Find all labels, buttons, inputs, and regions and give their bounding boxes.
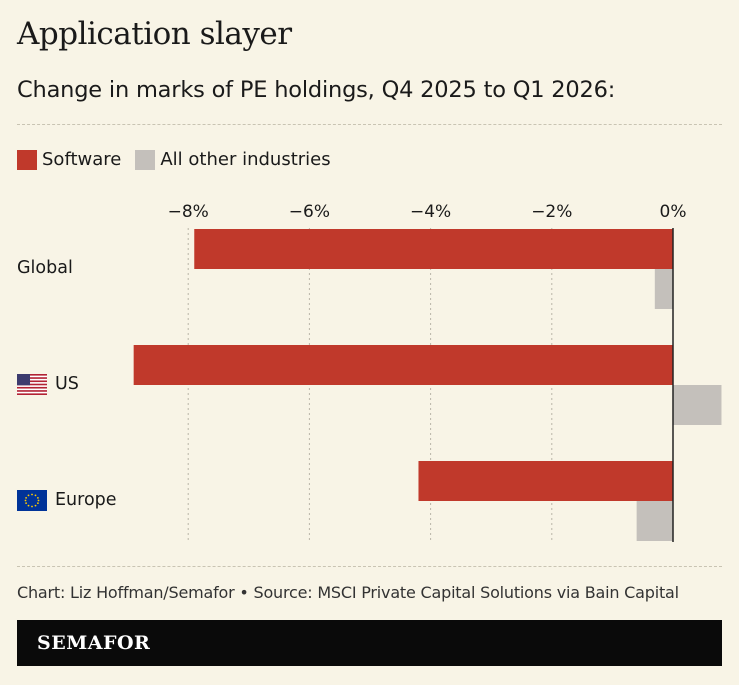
bar-software-europe: [418, 461, 673, 501]
eu-flag-icon: [17, 489, 47, 511]
category-label-us: US: [55, 374, 79, 394]
bar-chart: −8% −6% −4% −2% 0%: [133, 202, 722, 542]
brand-logo: SEMAFOR: [37, 632, 151, 654]
bar-other-us: [673, 385, 722, 425]
category-label-europe: Europe: [55, 490, 117, 510]
row-label-global: Global: [17, 256, 73, 280]
legend-item-software: Software: [17, 147, 121, 173]
legend: Software All other industries: [17, 147, 345, 173]
bar-other-europe: [636, 501, 673, 541]
x-tick-label: −2%: [531, 202, 572, 222]
legend-swatch-software: [17, 150, 37, 170]
x-tick-label: −6%: [289, 202, 330, 222]
bar-software-us: [133, 345, 673, 385]
category-label-global: Global: [17, 258, 73, 278]
us-flag-icon: [17, 373, 47, 395]
top-divider: [17, 124, 722, 125]
row-label-us: US: [17, 372, 79, 396]
row-label-europe: Europe: [17, 488, 117, 512]
bar-software-global: [194, 229, 673, 269]
x-tick-label: −4%: [410, 202, 451, 222]
brand-bar: SEMAFOR: [17, 620, 722, 666]
legend-item-other: All other industries: [135, 147, 331, 173]
legend-label-software: Software: [42, 149, 122, 170]
source-credit: Chart: Liz Hoffman/Semafor • Source: MSC…: [17, 583, 679, 602]
legend-swatch-other: [135, 150, 156, 170]
bottom-divider: [17, 566, 722, 567]
chart-subtitle: Change in marks of PE holdings, Q4 2025 …: [17, 77, 616, 103]
bar-other-global: [654, 269, 673, 309]
x-tick-label: −8%: [168, 202, 209, 222]
x-tick-label: 0%: [660, 202, 687, 222]
legend-label-other: All other industries: [160, 149, 331, 170]
chart-title: Application slayer: [17, 16, 292, 52]
